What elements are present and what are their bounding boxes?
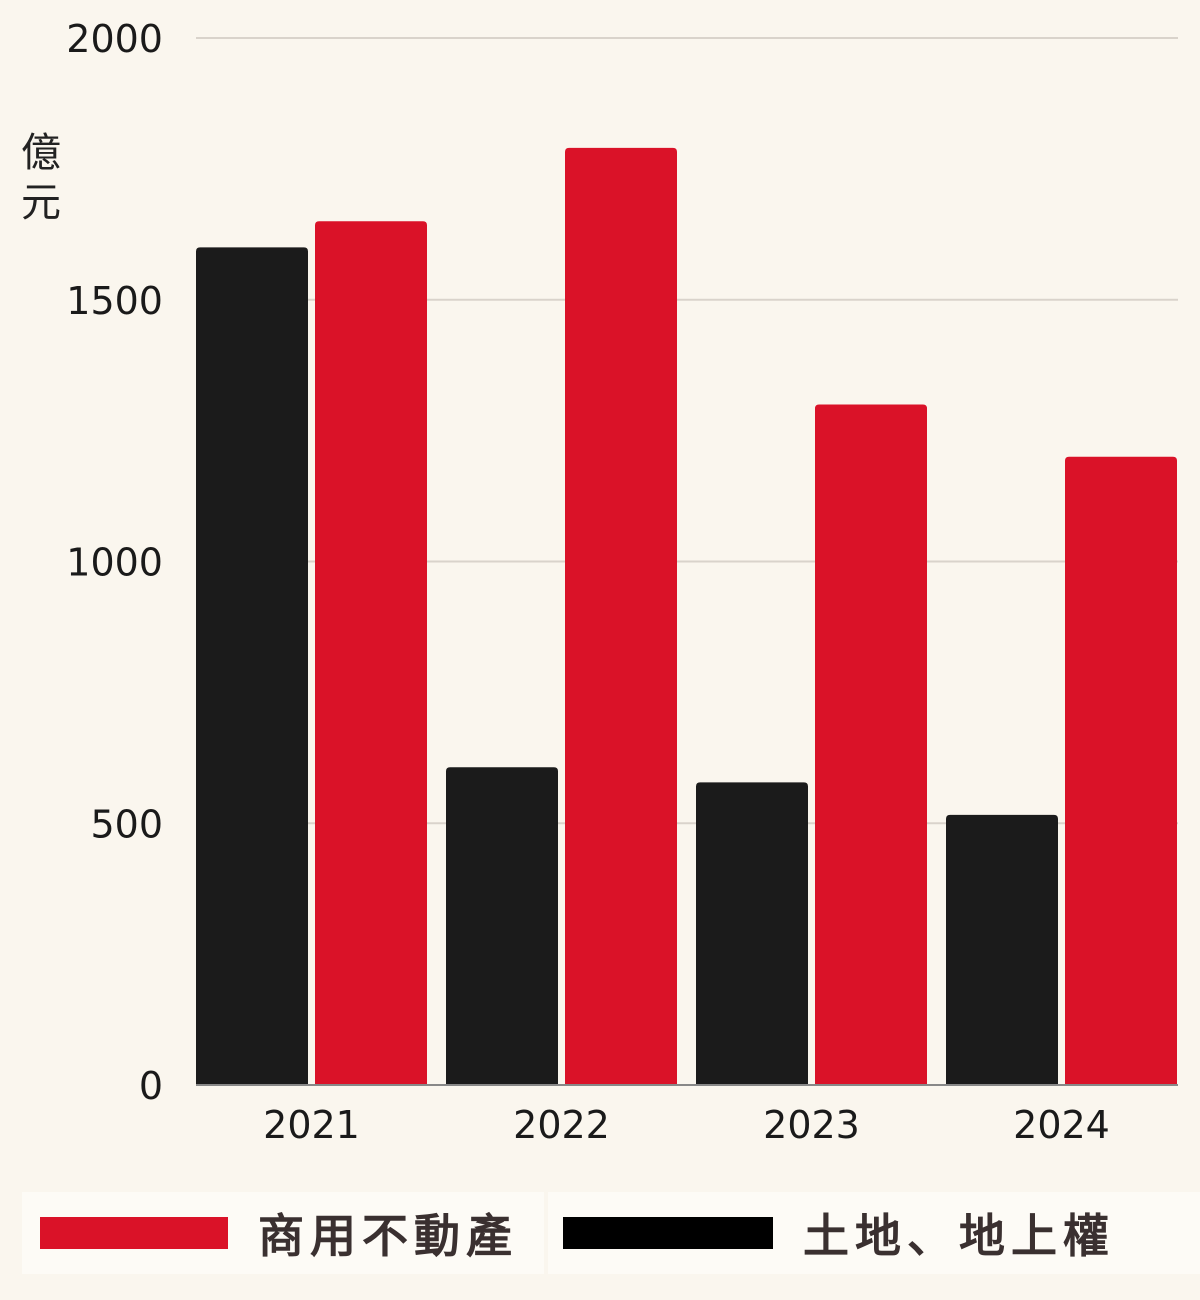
x-tick-label: 2022 (513, 1103, 610, 1147)
legend-item-land: 土地、地上權 (548, 1192, 1200, 1274)
y-axis-label: 億元 (21, 130, 61, 226)
x-tick-label: 2021 (263, 1103, 360, 1147)
legend-item-commercial-real-estate: 商用不動產 (22, 1192, 544, 1274)
bar-2024-land (946, 814, 1058, 1085)
bar-2021-land (196, 247, 308, 1085)
y-tick-label: 1500 (66, 279, 163, 323)
bar-2024-commercial (1065, 456, 1177, 1085)
x-tick-label: 2024 (1013, 1103, 1110, 1147)
bar-2023-commercial (815, 404, 927, 1085)
legend-label: 土地、地上權 (803, 1209, 1115, 1263)
y-tick-label: 2000 (66, 17, 163, 61)
legend-swatch-black (563, 1217, 773, 1249)
bar-2022-land (446, 767, 558, 1085)
y-tick-label: 1000 (66, 541, 163, 585)
x-tick-label: 2023 (763, 1103, 860, 1147)
y-tick-label: 500 (90, 802, 163, 846)
bar-2022-commercial (565, 147, 677, 1085)
y-tick-label: 0 (139, 1064, 163, 1108)
legend-label: 商用不動產 (258, 1209, 518, 1263)
bar-2021-commercial (315, 221, 427, 1086)
bar-chart: 0 500 1000 1500 2000 2021 2022 2023 2024 (66, 17, 1178, 1147)
legend-swatch-red (40, 1217, 228, 1249)
bar-2023-land (696, 782, 808, 1085)
